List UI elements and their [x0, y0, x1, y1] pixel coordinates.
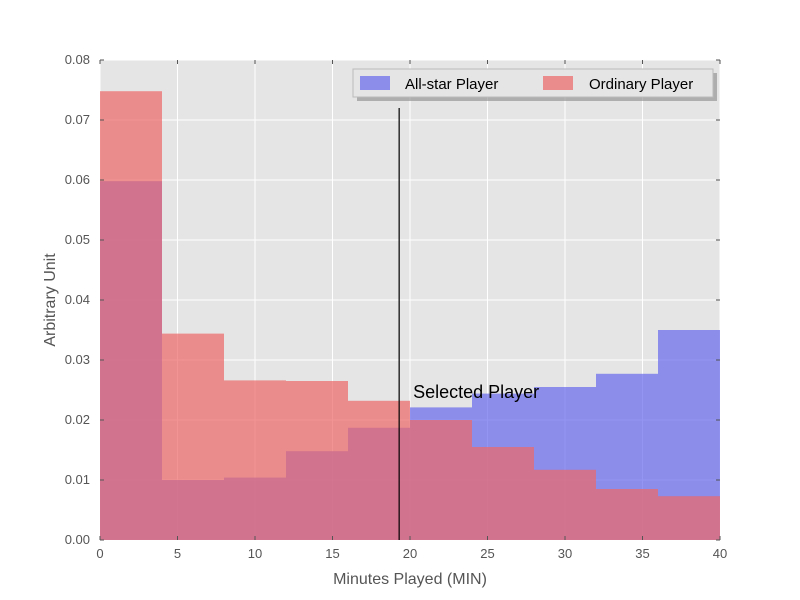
x-tick-label: 15	[325, 546, 339, 561]
y-axis-ticks: 0.00 0.01 0.02 0.03 0.04 0.05 0.06 0.07 0.08	[65, 52, 720, 547]
x-axis-ticks: 0 5 10 15 20 25 30 35 40	[96, 60, 727, 561]
x-axis-label: Minutes Played (MIN)	[333, 571, 487, 588]
ordinary-bars	[100, 91, 720, 540]
legend-box	[352, 68, 714, 98]
ordinary-bar	[410, 420, 472, 540]
x-tick-label: 40	[713, 546, 727, 561]
x-tick-label: 35	[635, 546, 649, 561]
ordinary-bar	[348, 400, 410, 540]
x-tick-label: 20	[403, 546, 417, 561]
ordinary-bar	[162, 333, 224, 540]
x-tick-label: 10	[248, 546, 262, 561]
legend: All-star Player Ordinary Player	[352, 68, 717, 101]
ordinary-bar	[286, 381, 348, 540]
ordinary-bar	[658, 496, 720, 540]
x-tick-label: 30	[558, 546, 572, 561]
legend-label-ordinary: Ordinary Player	[589, 76, 693, 93]
legend-swatch-all-star	[360, 76, 390, 90]
x-tick-label: 0	[96, 546, 103, 561]
x-tick-label: 25	[480, 546, 494, 561]
x-tick-label: 5	[174, 546, 181, 561]
y-tick-label: 0.00	[65, 532, 90, 547]
ordinary-bar	[534, 469, 596, 540]
y-tick-label: 0.05	[65, 232, 90, 247]
ordinary-bar	[224, 380, 286, 540]
ordinary-bar	[472, 447, 534, 540]
y-tick-label: 0.07	[65, 112, 90, 127]
ordinary-bar	[596, 489, 658, 540]
y-tick-label: 0.04	[65, 292, 90, 307]
legend-label-all-star: All-star Player	[405, 76, 498, 93]
y-tick-label: 0.01	[65, 472, 90, 487]
y-tick-label: 0.06	[65, 172, 90, 187]
ordinary-bar	[100, 91, 162, 540]
selected-player-annotation: Selected Player	[413, 382, 539, 402]
y-tick-label: 0.03	[65, 352, 90, 367]
legend-swatch-ordinary	[543, 76, 573, 90]
y-axis-label: Arbitrary Unit	[42, 253, 59, 347]
y-tick-label: 0.02	[65, 412, 90, 427]
y-tick-label: 0.08	[65, 52, 90, 67]
